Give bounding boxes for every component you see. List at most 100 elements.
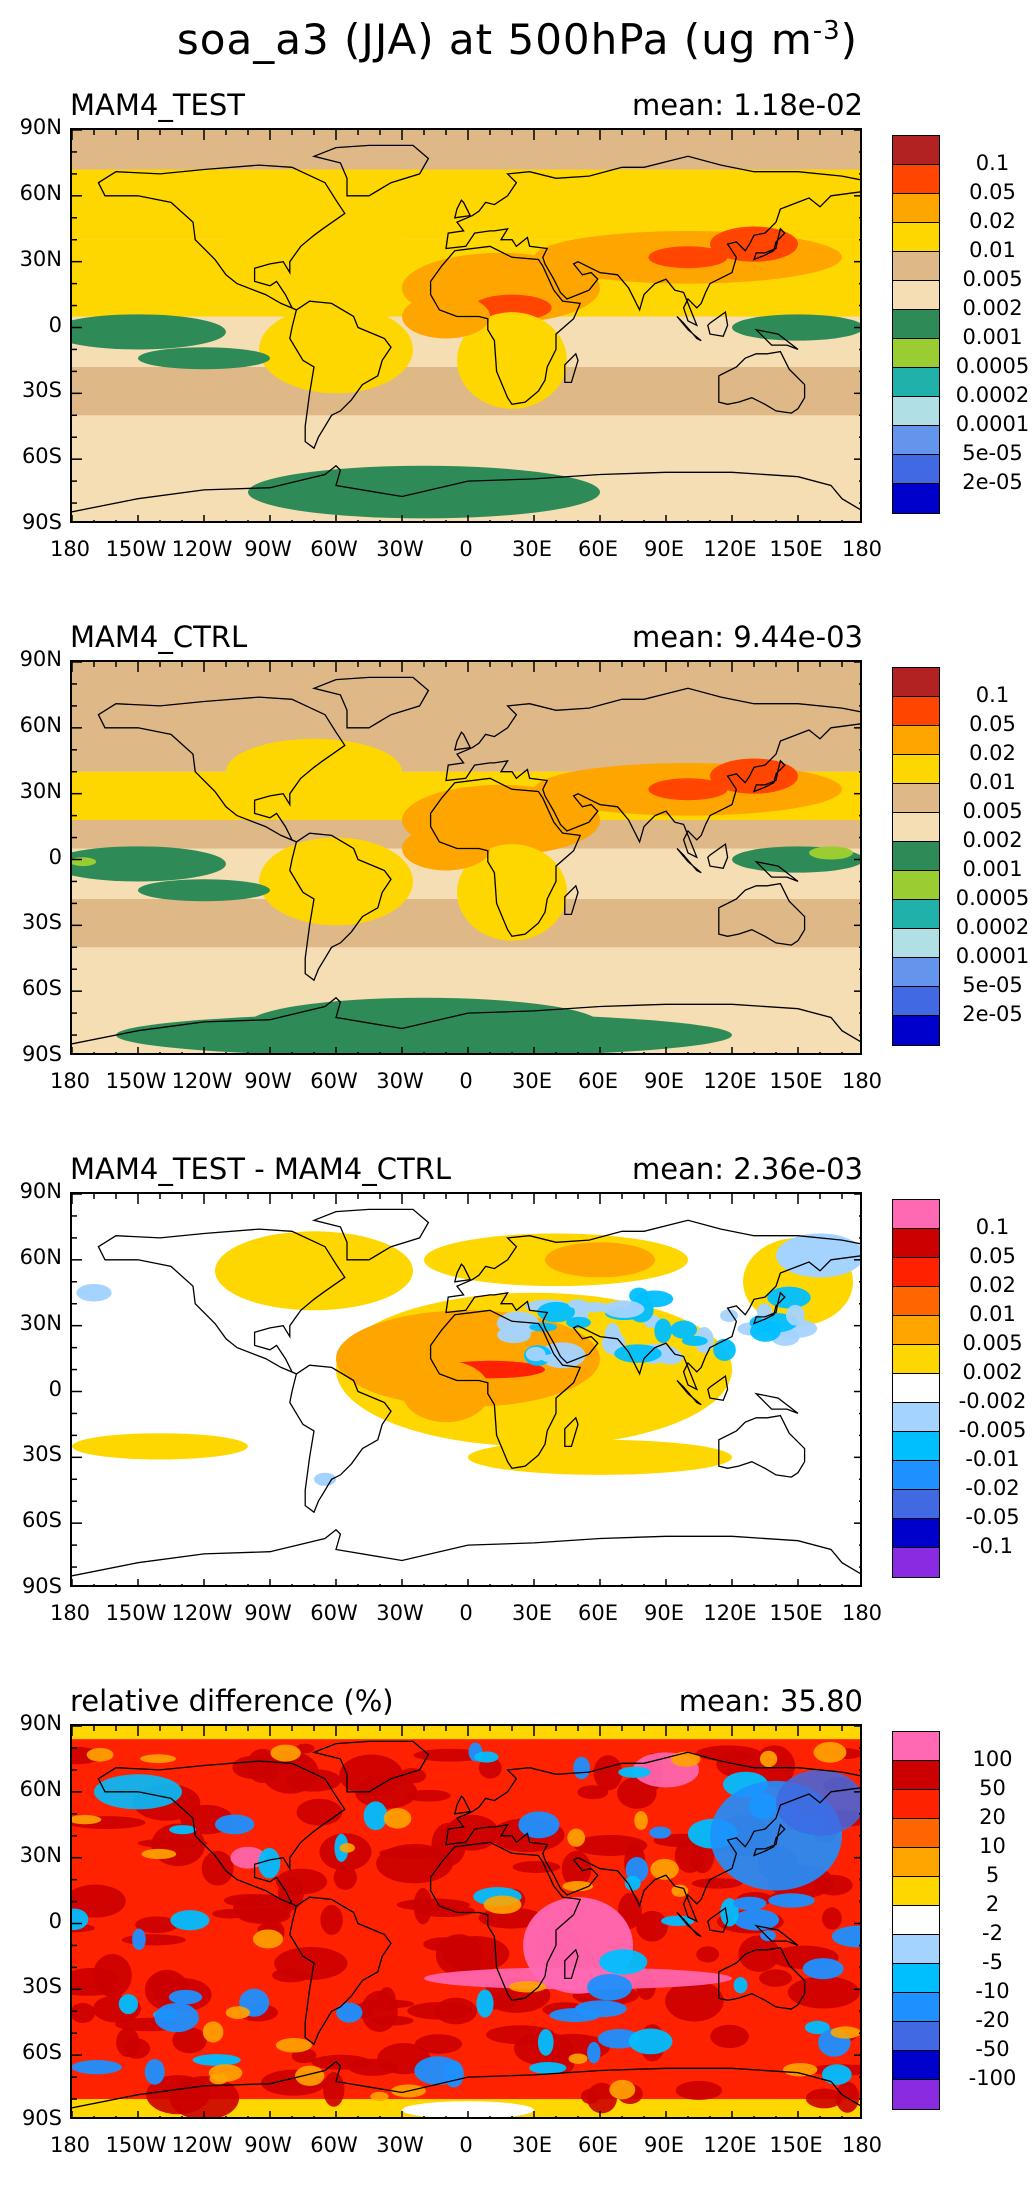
colorbar-label: 0.0002 (955, 915, 1030, 939)
colorbar-label: -20 (975, 2008, 1010, 2032)
colorbar-label: 0.05 (969, 1244, 1016, 1268)
lon-tick-label: 150W (105, 2133, 167, 2157)
colorbar-swatch (893, 1432, 939, 1461)
colorbar-swatch (893, 755, 939, 784)
lon-tick-label: 90W (244, 1069, 292, 1093)
colorbar-label: -0.005 (958, 1418, 1027, 1442)
lon-tick-label: 180 (841, 2133, 883, 2157)
coastline (754, 860, 799, 883)
lon-tick-label: 30E (512, 537, 552, 561)
colorbar-label: 0.001 (962, 325, 1023, 349)
colorbar-swatch (893, 2022, 939, 2051)
lon-tick-label: 0 (459, 2133, 473, 2157)
colorbar-label: 50 (979, 1776, 1006, 1800)
map-plot-area (70, 128, 862, 523)
coastline (72, 2060, 860, 2109)
coastline (707, 1374, 729, 1402)
figure-title: soa_a3 (JJA) at 500hPa (ug m-3) (0, 0, 1035, 71)
coastline (72, 1528, 860, 1577)
lon-tick-label: 90E (644, 2133, 684, 2157)
coastline (676, 1912, 702, 1938)
coastline (289, 300, 392, 450)
lat-tick-label: 90S (21, 510, 62, 534)
lon-tick-label: 90W (244, 1601, 292, 1625)
coastline (311, 1208, 430, 1261)
lon-tick-label: 0 (459, 537, 473, 561)
colorbar (892, 1199, 940, 1578)
lon-tick-label: 90W (244, 537, 292, 561)
lon-tick-label: 150E (769, 1601, 823, 1625)
map-panel-relative-difference: relative difference (%) mean: 35.80 90N 60… (0, 1684, 1035, 2204)
colorbar-swatch (893, 1316, 939, 1345)
lat-tick-label: 0 (48, 1908, 62, 1933)
colorbar-label: 0.002 (962, 296, 1023, 320)
colorbar-swatch (893, 1935, 939, 1964)
coastline (564, 1948, 579, 1980)
colorbar-swatch (893, 1345, 939, 1374)
colorbar-label: 20 (979, 1805, 1006, 1829)
colorbar-swatch (893, 871, 939, 900)
contour-field (72, 662, 860, 1053)
lat-tick-label: 30S (21, 378, 62, 403)
lon-tick-label: 30W (376, 1069, 424, 1093)
lon-tick-label: 120E (703, 1601, 757, 1625)
coastline (429, 245, 582, 406)
lat-tick-label: 60N (19, 1244, 62, 1269)
colorbar-swatch (893, 455, 939, 484)
lon-tick-label: 30E (512, 2133, 552, 2157)
colorbar-swatch (893, 484, 939, 513)
lon-tick-label: 180 (841, 537, 883, 561)
colorbar-label: 5e-05 (962, 441, 1023, 465)
panel-mean: mean: 35.80 (678, 1684, 863, 1718)
colorbar-swatch (893, 1548, 939, 1577)
coastline (453, 1263, 472, 1283)
lon-tick-label: 150E (769, 1069, 823, 1093)
coastline (453, 1795, 472, 1815)
coastline (676, 1380, 702, 1406)
lat-tick-label: 30S (21, 910, 62, 935)
colorbar-label: -0.002 (958, 1389, 1027, 1413)
colorbar-label: 0.0005 (955, 354, 1030, 378)
panel-mean: mean: 2.36e-03 (631, 1152, 863, 1186)
colorbar-label: 0.02 (969, 209, 1016, 233)
panel-title: relative difference (%) (70, 1684, 394, 1718)
colorbar-swatch (893, 339, 939, 368)
coastline (564, 352, 579, 384)
colorbar-label: 5 (985, 1863, 1000, 1887)
lon-tick-label: 150E (769, 537, 823, 561)
map-svg (72, 1194, 860, 1585)
colorbar-label: -10 (975, 1979, 1010, 2003)
colorbar-swatch (893, 136, 939, 165)
lon-tick-label: 180 (841, 1069, 883, 1093)
colorbar-swatch (893, 223, 939, 252)
colorbar-label: 0.01 (969, 238, 1016, 262)
lon-tick-label: 0 (459, 1069, 473, 1093)
colorbar-swatch (893, 1229, 939, 1258)
colorbar-label: 2 (985, 1892, 1000, 1916)
colorbar-label: -0.01 (965, 1447, 1020, 1471)
coastlines (72, 144, 860, 513)
contour-field (72, 130, 860, 521)
lon-tick-label: 60E (578, 1601, 618, 1625)
colorbar-label: 0.05 (969, 712, 1016, 736)
colorbar-label: 0.02 (969, 1273, 1016, 1297)
colorbar-swatch (893, 1964, 939, 1993)
lat-tick-label: 30S (21, 1442, 62, 1467)
colorbar-label: -5 (982, 1950, 1003, 1974)
coastline (564, 884, 579, 916)
lon-tick-label: 60W (310, 1069, 358, 1093)
map-panel-test: MAM4_TEST mean: 1.18e-02 90N 60N 30N 0 30S 60S… (0, 88, 1035, 608)
lon-tick-label: 150W (105, 1069, 167, 1093)
contour-field (72, 1194, 860, 1585)
coastline (289, 1896, 392, 2046)
colorbar-swatch (893, 1906, 939, 1935)
figure-title-exponent: -3 (812, 16, 841, 46)
colorbar-swatch (893, 987, 939, 1016)
lon-tick-label: 60E (578, 1069, 618, 1093)
colorbar-swatch (893, 929, 939, 958)
lon-tick-label: 0 (459, 1601, 473, 1625)
colorbar-label: 0.005 (962, 799, 1023, 823)
figure-title-close: ) (840, 15, 859, 64)
colorbar-swatch (893, 1374, 939, 1403)
colorbar-swatch (893, 813, 939, 842)
